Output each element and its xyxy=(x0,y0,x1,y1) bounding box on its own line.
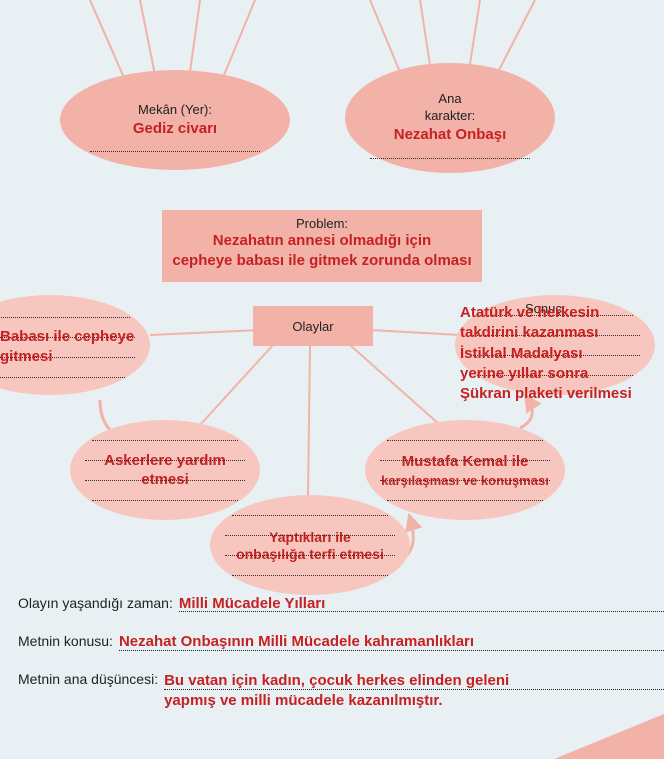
zaman-label: Olayın yaşandığı zaman: xyxy=(18,595,173,611)
olay2-line3 xyxy=(85,480,245,481)
olaylar-label: Olaylar xyxy=(292,319,333,334)
olay4-line1 xyxy=(387,440,543,441)
olay3-text: Yaptıkları ileonbaşılığa terfi etmesi xyxy=(236,529,384,564)
olay4-text-top: Mustafa Kemal ile xyxy=(402,453,529,472)
dusunce-value: Bu vatan için kadın, çocuk herkes elinde… xyxy=(164,672,509,709)
konu-value: Nezahat Onbaşının Milli Mücadele kahrama… xyxy=(119,633,474,650)
karakter-label: Anakarakter: xyxy=(425,91,476,124)
olay4-line4 xyxy=(387,500,543,501)
mekan-answer: Gediz civarı xyxy=(133,120,217,139)
mekan-label: Mekân (Yer): xyxy=(138,102,212,118)
mekan-line xyxy=(90,151,260,152)
field-konu: Metnin konusu: Nezahat Onbaşının Milli M… xyxy=(18,632,664,652)
karakter-answer: Nezahat Onbaşı xyxy=(394,126,507,145)
olay1-line1 xyxy=(0,317,130,318)
sonuc-text: Atatürk ve herkesintakdirini kazanmasıİs… xyxy=(460,303,632,404)
olay1-text: Babası ile cepheyegitmesi xyxy=(0,327,134,366)
olay3-line1 xyxy=(232,515,388,516)
olay3-line2 xyxy=(225,535,395,536)
olay4-ellipse: Mustafa Kemal ile karşılaşması ve konuşm… xyxy=(365,420,565,520)
olay2-line4 xyxy=(92,500,238,501)
olay2-text: Askerlere yardımetmesi xyxy=(104,452,226,490)
problem-rect: Problem: Nezahatın annesi olmadığı içinc… xyxy=(162,210,482,282)
olay3-ellipse: Yaptıkları ileonbaşılığa terfi etmesi xyxy=(210,495,410,595)
olay2-line2 xyxy=(85,460,245,461)
olay4-line3 xyxy=(380,480,550,481)
olay2-ellipse: Askerlere yardımetmesi xyxy=(70,420,260,520)
olay4-line2 xyxy=(380,460,550,461)
bottom-fields: Olayın yaşandığı zaman: Milli Mücadele Y… xyxy=(18,594,664,729)
olay3-line4 xyxy=(232,575,388,576)
karakter-line xyxy=(370,158,530,159)
corner-decoration xyxy=(554,714,664,759)
field-zaman: Olayın yaşandığı zaman: Milli Mücadele Y… xyxy=(18,594,664,614)
zaman-value: Milli Mücadele Yılları xyxy=(179,595,325,612)
karakter-ellipse: Anakarakter: Nezahat Onbaşı xyxy=(345,63,555,173)
field-dusunce: Metnin ana düşüncesi: Bu vatan için kadı… xyxy=(18,671,664,712)
problem-answer: Nezahatın annesi olmadığı içincepheye ba… xyxy=(170,231,474,272)
dusunce-label: Metnin ana düşüncesi: xyxy=(18,671,158,687)
olay3-line3 xyxy=(225,555,395,556)
olay2-line1 xyxy=(92,440,238,441)
diagram-page: Mekân (Yer): Gediz civarı Anakarakter: N… xyxy=(0,0,664,759)
konu-label: Metnin konusu: xyxy=(18,633,113,649)
olay4-text-bottom: karşılaşması ve konuşması xyxy=(381,473,549,489)
problem-label: Problem: xyxy=(170,216,474,231)
olaylar-box: Olaylar xyxy=(253,306,373,346)
mekan-ellipse: Mekân (Yer): Gediz civarı xyxy=(60,70,290,170)
olay1-line4 xyxy=(0,377,125,378)
zaman-line xyxy=(179,611,664,612)
konu-line xyxy=(119,650,664,651)
dusunce-line xyxy=(164,689,664,690)
